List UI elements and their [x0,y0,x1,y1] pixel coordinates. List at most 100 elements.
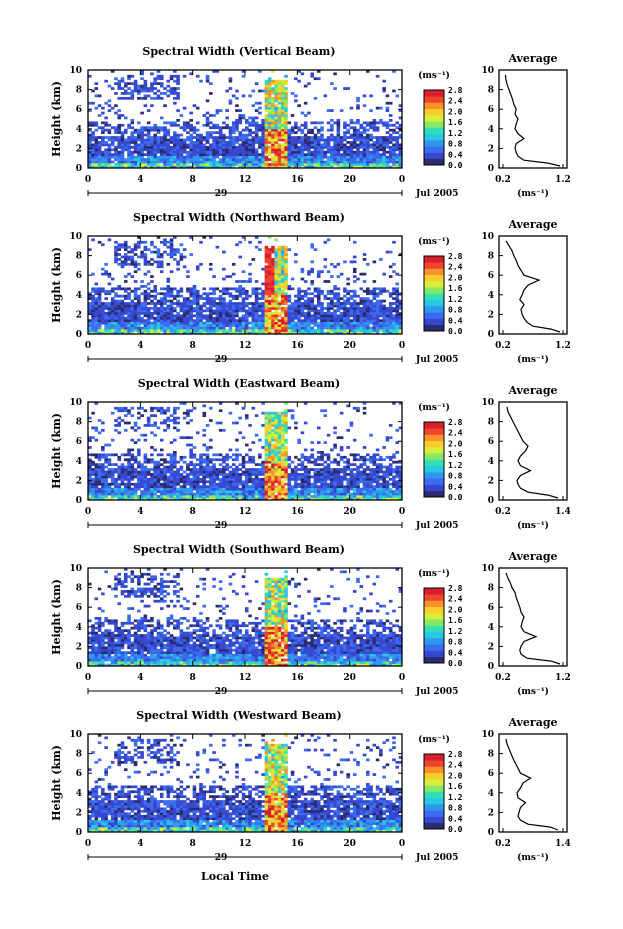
heatmap-cell [352,314,357,318]
heatmap-cell [352,138,357,142]
heatmap-cell [156,311,161,315]
heatmap-cell [176,294,180,298]
heatmap-cell [326,165,331,169]
heatmap-cell [300,480,305,484]
heatmap-cell [173,321,177,325]
heatmap-cell [231,287,236,291]
heatmap-cell [245,150,249,154]
heatmap-cell [280,99,285,103]
heatmap-cell [130,497,135,501]
heatmap-cell [254,289,259,293]
heatmap-cell [117,302,122,305]
heatmap-cell [195,289,200,293]
heatmap-cell [189,490,193,493]
heatmap-cell [173,294,177,298]
heatmap-cell [156,292,161,296]
heatmap-cell [392,89,396,93]
heatmap-cell [254,245,259,249]
heatmap-cell [336,131,341,134]
heatmap-cell [398,299,403,303]
colorbar-tick-label: 1.6 [448,118,463,127]
heatmap-cell [343,163,347,166]
heatmap-cell [117,79,122,83]
heatmap-cell [287,133,292,137]
heatmap-cell [379,329,383,332]
heatmap-cell [280,79,285,83]
heatmap-cell [231,331,236,335]
heatmap-cell [359,163,364,166]
heatmap-cell [192,324,197,327]
heatmap-cell [137,495,141,498]
heatmap-cell [153,153,157,157]
heatmap-cell [225,316,229,320]
heatmap-cell [264,324,269,327]
heatmap-cell [117,475,122,479]
heatmap-cell [333,148,337,152]
heatmap-cell [297,485,301,489]
heatmap-cell [222,331,226,335]
heatmap-cell [120,490,125,493]
heatmap-cell [261,314,265,318]
heatmap-cell [287,316,292,320]
heatmap-cell [114,148,118,152]
heatmap-cell [267,250,272,254]
heatmap-cell [114,260,118,264]
heatmap-cell [294,307,298,310]
heatmap-cell [359,158,364,161]
heatmap-cell [202,148,207,152]
heatmap-cell [199,331,203,335]
heatmap-cell [379,319,383,323]
heatmap-cell [209,331,213,335]
heatmap-cell [398,324,403,327]
heatmap-cell [228,294,233,298]
heatmap-cell [140,128,144,132]
heatmap-cell [366,480,370,484]
heatmap-cell [379,119,383,122]
heatmap-cell [277,253,282,256]
heatmap-cell [212,289,216,293]
heatmap-cell [264,89,269,93]
heatmap-cell [169,324,174,327]
heatmap-cell [267,111,272,115]
heatmap-cell [146,324,151,327]
heatmap-cell [264,104,269,108]
heatmap-cell [101,106,105,110]
heatmap-cell [313,153,318,157]
heatmap-cell [258,326,262,330]
heatmap-cell [222,138,226,142]
heatmap-cell [166,490,171,493]
heatmap-cell [176,138,180,142]
heatmap-cell [388,490,393,493]
heatmap-cell [159,329,164,332]
heatmap-cell [166,326,171,330]
heatmap-cell [372,292,377,296]
heatmap-cell [294,475,298,479]
heatmap-cell [195,482,200,486]
heatmap-cell [202,138,207,142]
heatmap-cell [316,121,321,125]
heatmap-cell [241,163,246,166]
heatmap-cell [264,131,269,134]
heatmap-cell [395,141,400,144]
heatmap-cell [97,304,102,308]
heatmap-cell [307,316,311,320]
heatmap-cell [333,285,337,288]
heatmap-cell [277,485,282,489]
heatmap-cell [104,292,108,296]
heatmap-cell [352,302,357,305]
heatmap-cell [146,495,151,498]
heatmap-cell [123,473,128,476]
heatmap-cell [297,475,301,479]
heatmap-cell [133,245,138,249]
heatmap-cell [231,495,236,498]
heatmap-cell [209,236,213,239]
heatmap-cell [284,331,288,335]
heatmap-cell [97,126,102,130]
heatmap-cell [241,490,246,493]
heatmap-cell [179,294,184,298]
heatmap-cell [294,324,298,327]
heatmap-cell [140,148,144,152]
heatmap-cell [359,123,364,127]
heatmap-cell [366,482,370,486]
heatmap-cell [284,143,288,147]
